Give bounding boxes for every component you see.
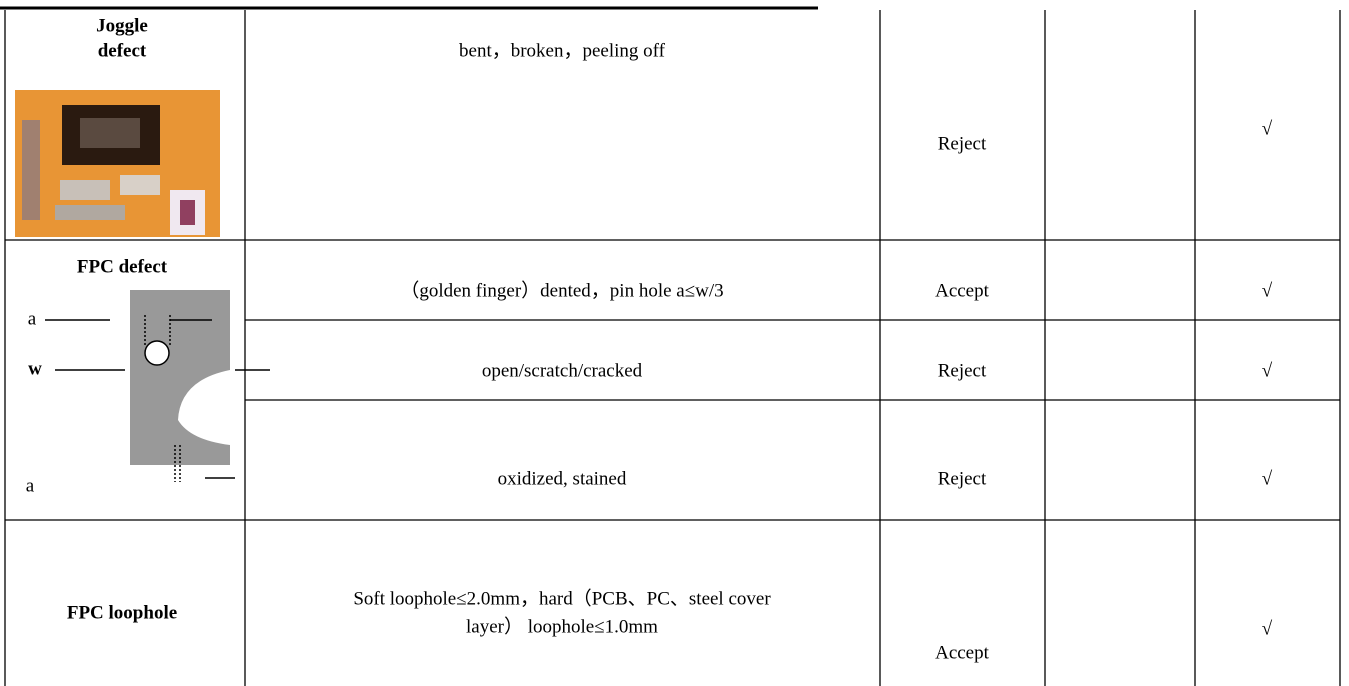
result: Reject <box>938 468 987 489</box>
result: Reject <box>938 360 987 381</box>
check-mark: √ <box>1262 118 1273 139</box>
result: Accept <box>935 280 990 301</box>
criterion: layer） loophole≤1.0mm <box>466 615 658 637</box>
result: Reject <box>938 133 987 154</box>
fpc-diagram <box>45 290 270 482</box>
table-grid <box>4 10 1341 686</box>
row-heading: Joggle <box>96 15 148 36</box>
figure-label: w <box>28 358 42 379</box>
figure-label: a <box>28 308 37 329</box>
criterion: oxidized, stained <box>498 468 627 489</box>
criterion: bent，broken，peeling off <box>459 40 666 61</box>
check-mark: √ <box>1262 618 1273 639</box>
criterion: open/scratch/cracked <box>482 360 643 381</box>
row-heading: FPC defect <box>77 256 168 277</box>
criterion: （golden finger）dented，pin hole a≤w/3 <box>400 279 723 301</box>
figure-label: a <box>26 475 35 496</box>
result: Accept <box>935 642 990 663</box>
row-heading: defect <box>98 40 147 61</box>
check-mark: √ <box>1262 280 1273 301</box>
criterion: Soft loophole≤2.0mm，hard（PCB、PC、steel co… <box>353 587 771 609</box>
joggle-photo <box>15 90 220 237</box>
row-heading: FPC loophole <box>67 602 177 623</box>
check-mark: √ <box>1262 360 1273 381</box>
check-mark: √ <box>1262 468 1273 489</box>
